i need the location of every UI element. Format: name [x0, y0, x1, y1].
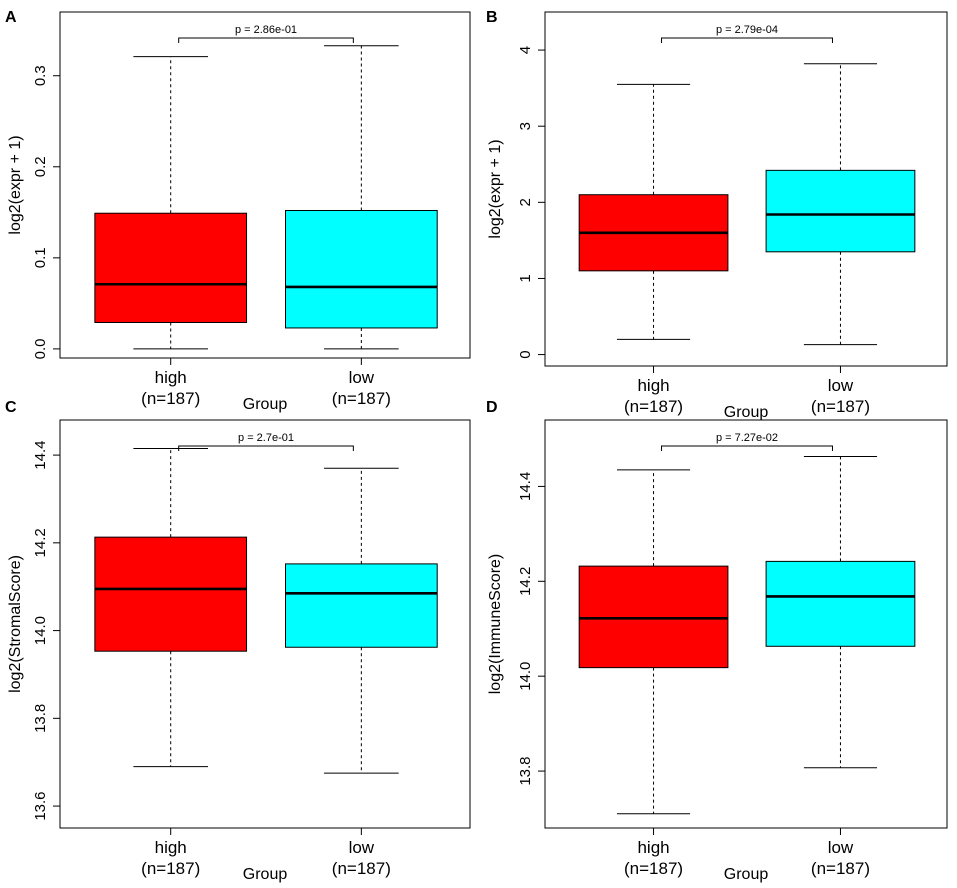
x-tick-label: high [637, 838, 669, 857]
x-tick-label: high [637, 376, 669, 395]
x-tick-n-label: (n=187) [811, 397, 870, 416]
x-tick-label: low [349, 368, 375, 387]
significance-bracket [661, 445, 833, 451]
y-tick-label: 13.8 [32, 704, 49, 733]
panel-letter: D [486, 399, 498, 416]
y-axis-label: log2(ImmuneScore) [487, 554, 504, 695]
x-tick-n-label: (n=187) [811, 859, 870, 878]
y-tick-label: 14.2 [32, 528, 49, 557]
x-tick-n-label: (n=187) [332, 859, 391, 878]
iqr-box [285, 563, 438, 648]
box-low [285, 467, 438, 774]
x-axis-label: Group [243, 396, 288, 413]
plot-frame [59, 419, 471, 829]
x-axis-label: Group [724, 404, 769, 421]
x-tick-label: low [349, 838, 375, 857]
iqr-box [765, 560, 916, 647]
y-tick-label: 0 [517, 350, 534, 358]
y-tick-label: 14.2 [517, 567, 534, 596]
significance-bracket [178, 445, 354, 451]
iqr-box [765, 169, 916, 253]
y-tick-label: 0.0 [32, 338, 49, 359]
panel-b: B 0 1 2 3 4 log2(expr + 1) high (n=187) low (n=187… [486, 9, 948, 421]
box-high [578, 469, 729, 815]
x-axis-label: Group [243, 866, 288, 883]
box-high [578, 83, 729, 340]
significance-bracket [178, 37, 354, 43]
y-axis-label: log2(expr + 1) [7, 135, 24, 234]
plot-frame [59, 11, 471, 359]
box-low [765, 63, 916, 346]
iqr-box [94, 212, 248, 323]
significance-bracket [661, 37, 833, 43]
y-axis-label: log2(StromalScore) [7, 555, 24, 693]
x-tick-n-label: (n=187) [332, 389, 391, 408]
y-axis-label: log2(expr + 1) [487, 139, 504, 238]
iqr-box [578, 565, 729, 669]
x-tick-label: low [828, 376, 854, 395]
x-tick-n-label: (n=187) [141, 389, 200, 408]
x-tick-label: high [155, 838, 187, 857]
box-low [765, 456, 916, 769]
panel-a: A 0.0 0.1 0.2 0.3 log2(expr + 1) high (n=187) lo… [5, 9, 471, 413]
y-tick-label: 4 [517, 46, 534, 54]
box-high [94, 56, 248, 350]
panel-letter: C [5, 399, 17, 416]
plot-frame [544, 11, 948, 367]
x-tick-label: low [828, 838, 854, 857]
box-high [94, 448, 248, 768]
panel-letter: B [486, 9, 498, 26]
x-tick-n-label: (n=187) [141, 859, 200, 878]
x-tick-n-label: (n=187) [624, 859, 683, 878]
x-tick-label: high [155, 368, 187, 387]
y-tick-label: 14.0 [32, 616, 49, 645]
p-value-label: p = 2.86e-01 [235, 24, 297, 36]
plot-frame [544, 419, 948, 829]
panel-c: C 13.6 13.8 14.0 14.2 14.4 log2(StromalScore) h… [5, 399, 471, 883]
p-value-label: p = 2.7e-01 [238, 432, 294, 444]
y-tick-label: 0.2 [32, 156, 49, 177]
y-tick-label: 13.8 [517, 756, 534, 785]
y-tick-label: 13.6 [32, 791, 49, 820]
y-tick-label: 0.1 [32, 247, 49, 268]
y-tick-label: 0.3 [32, 65, 49, 86]
y-tick-label: 2 [517, 198, 534, 206]
y-tick-label: 14.4 [32, 440, 49, 469]
y-tick-label: 14.0 [517, 662, 534, 691]
x-tick-n-label: (n=187) [624, 397, 683, 416]
iqr-box [285, 209, 438, 329]
y-tick-label: 1 [517, 274, 534, 282]
y-tick-label: 3 [517, 122, 534, 130]
iqr-box [94, 536, 248, 652]
x-axis-label: Group [724, 866, 769, 883]
box-low [285, 45, 438, 350]
y-tick-label: 14.4 [517, 472, 534, 501]
panel-d: D 13.8 14.0 14.2 14.4 log2(ImmuneScore) high (n… [486, 399, 948, 883]
p-value-label: p = 2.79e-04 [716, 24, 778, 36]
p-value-label: p = 7.27e-02 [716, 432, 778, 444]
panel-letter: A [5, 9, 17, 26]
